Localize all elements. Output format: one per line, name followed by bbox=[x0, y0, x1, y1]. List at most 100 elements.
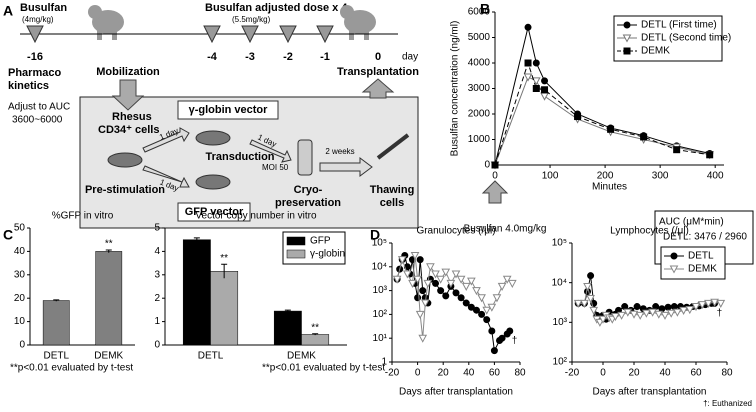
label: 3600~6000 bbox=[12, 115, 63, 126]
marker bbox=[441, 268, 451, 277]
marker bbox=[467, 303, 475, 311]
end-label: † bbox=[717, 308, 723, 319]
monkey bbox=[340, 5, 376, 40]
marker bbox=[502, 275, 512, 284]
marker bbox=[697, 301, 707, 310]
marker bbox=[532, 85, 540, 92]
marker bbox=[642, 309, 651, 318]
day-label: 0 bbox=[375, 51, 381, 63]
error-bar bbox=[105, 249, 112, 253]
marker bbox=[432, 279, 440, 287]
marker bbox=[482, 306, 492, 315]
marker bbox=[623, 47, 631, 55]
marker bbox=[673, 308, 682, 317]
label: Busulfan adjusted dose x 4 bbox=[205, 2, 348, 14]
marker bbox=[583, 283, 592, 292]
label-box bbox=[177, 202, 251, 222]
marker bbox=[483, 316, 491, 324]
marker bbox=[654, 310, 664, 319]
marker bbox=[462, 299, 470, 307]
significance: ** bbox=[311, 322, 319, 333]
y-tick-label: 3 bbox=[154, 269, 160, 280]
x-tick-label: 0 bbox=[415, 368, 421, 379]
y-tick-label: 10⁵ bbox=[372, 238, 387, 249]
legend-label: GFP bbox=[310, 236, 331, 247]
label: Thawing bbox=[370, 184, 415, 196]
marker bbox=[472, 287, 481, 296]
bar bbox=[273, 310, 302, 346]
marker bbox=[648, 308, 657, 317]
chart-title: Vector copy number in vitro bbox=[195, 211, 317, 222]
y-tick-label: 10³ bbox=[373, 285, 388, 296]
dish bbox=[107, 130, 231, 190]
label: kinetics bbox=[8, 80, 49, 92]
legend-label: DETL (First time) bbox=[641, 20, 717, 31]
x-tick-label: 200 bbox=[597, 171, 614, 182]
marker bbox=[431, 270, 440, 279]
y-tick-label: 10³ bbox=[553, 317, 568, 328]
label: 2 weeks bbox=[325, 147, 354, 156]
marker bbox=[477, 294, 486, 303]
marker bbox=[691, 303, 701, 312]
arrow bbox=[481, 180, 509, 204]
label: (4mg/kg) bbox=[22, 15, 54, 24]
panel-label: A bbox=[3, 3, 13, 19]
error-bar bbox=[221, 263, 228, 279]
legend-label: DEMK bbox=[641, 46, 670, 57]
y-tick-label: 10⁴ bbox=[552, 277, 567, 288]
marker bbox=[457, 294, 465, 302]
marker bbox=[586, 294, 595, 304]
chart-title: Granulocytes (/μl) bbox=[416, 226, 495, 237]
error-bar bbox=[312, 333, 319, 336]
marker bbox=[419, 287, 427, 295]
chart-title: Lymphocytes (/μl) bbox=[610, 226, 689, 237]
panel-label: D bbox=[370, 227, 380, 243]
bar bbox=[95, 251, 123, 346]
marker bbox=[532, 59, 540, 67]
legend-label: DEMK bbox=[688, 264, 717, 275]
marker bbox=[541, 86, 549, 94]
bar bbox=[301, 334, 330, 346]
legend-label: γ-globin bbox=[310, 249, 345, 260]
y-axis-label: Busulfan concentration (ng/ml) bbox=[450, 21, 461, 157]
label: Cryo- bbox=[294, 184, 323, 196]
marker bbox=[472, 306, 480, 314]
annotation: Busulfan 4.0mg/kg bbox=[464, 224, 547, 235]
y-tick-label: 0 bbox=[484, 160, 490, 171]
x-tick-label: DETL bbox=[43, 351, 69, 362]
marker bbox=[710, 298, 719, 307]
x-tick-label: 40 bbox=[463, 368, 475, 379]
bar bbox=[182, 239, 211, 346]
y-tick-label: 5 bbox=[154, 223, 160, 234]
marker bbox=[573, 299, 583, 308]
arrow bbox=[142, 127, 292, 188]
y-tick-label: 1000 bbox=[468, 134, 491, 145]
x-tick-label: 20 bbox=[628, 368, 640, 379]
marker bbox=[669, 265, 679, 274]
y-tick-label: 10⁵ bbox=[552, 238, 567, 249]
tube bbox=[297, 139, 313, 176]
x-tick-label: 80 bbox=[721, 368, 733, 379]
marker bbox=[452, 289, 460, 297]
significance: ** bbox=[220, 253, 228, 264]
arrow bbox=[361, 78, 395, 99]
label: Mobilization bbox=[96, 66, 160, 78]
y-tick-label: 50 bbox=[14, 223, 26, 234]
marker bbox=[704, 299, 713, 308]
marker bbox=[410, 251, 420, 260]
panel-label: B bbox=[480, 1, 490, 17]
day-label: -3 bbox=[245, 51, 255, 63]
marker bbox=[660, 311, 670, 320]
y-tick-label: 10 bbox=[14, 316, 26, 327]
marker bbox=[461, 282, 471, 291]
marker bbox=[666, 309, 676, 318]
day-label: -16 bbox=[27, 51, 43, 63]
legend bbox=[660, 246, 726, 280]
x-tick-label: DEMK bbox=[287, 351, 316, 362]
label: MOI 50 bbox=[262, 163, 289, 172]
marker bbox=[451, 270, 461, 279]
y-tick-label: 4000 bbox=[468, 58, 491, 69]
label: preservation bbox=[275, 197, 341, 209]
day-label: -1 bbox=[320, 51, 330, 63]
marker bbox=[413, 275, 422, 284]
